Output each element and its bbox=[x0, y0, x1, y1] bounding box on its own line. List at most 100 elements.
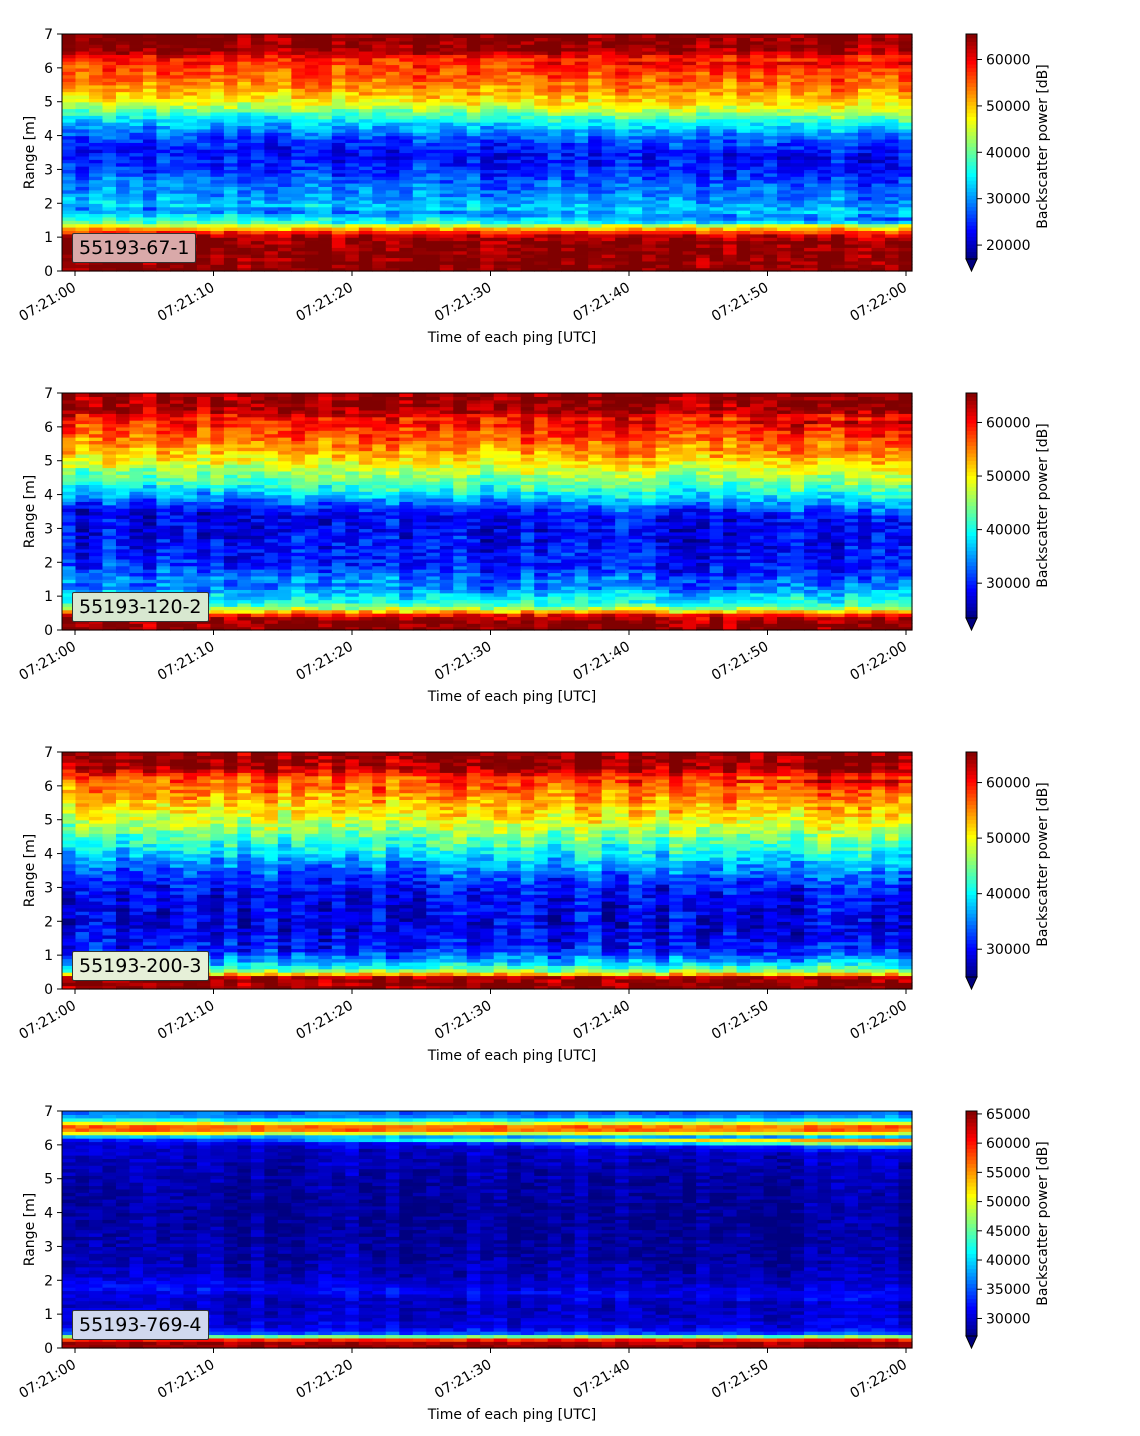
heatmap-cell bbox=[858, 203, 873, 208]
heatmap-cell bbox=[655, 169, 670, 174]
heatmap-cell bbox=[885, 105, 900, 110]
heatmap-cell bbox=[196, 260, 212, 265]
heatmap-cell bbox=[345, 179, 360, 184]
heatmap-cell bbox=[412, 108, 427, 113]
heatmap-cell bbox=[615, 159, 630, 164]
heatmap-cell bbox=[385, 132, 400, 137]
heatmap-cell bbox=[507, 213, 522, 218]
heatmap-cell bbox=[264, 40, 279, 45]
heatmap-cell bbox=[115, 78, 131, 82]
heatmap-cell bbox=[156, 142, 171, 147]
heatmap-cell bbox=[75, 423, 90, 428]
heatmap-cell bbox=[345, 61, 360, 66]
heatmap-cell bbox=[628, 98, 643, 103]
heatmap-cell bbox=[372, 111, 387, 116]
heatmap-cell bbox=[466, 81, 481, 86]
heatmap-cell bbox=[129, 535, 144, 540]
heatmap-cell bbox=[682, 223, 697, 228]
heatmap-cell bbox=[831, 240, 846, 245]
heatmap-cell bbox=[62, 609, 77, 614]
heatmap-cell bbox=[102, 98, 117, 103]
heatmap-cell bbox=[561, 186, 576, 191]
heatmap-cell bbox=[142, 34, 158, 38]
heatmap-cell bbox=[534, 145, 549, 150]
colorbar-segment bbox=[966, 37, 977, 42]
heatmap-cell bbox=[183, 267, 198, 272]
heatmap-cell bbox=[601, 88, 616, 93]
heatmap-cell bbox=[250, 257, 265, 262]
heatmap-cell bbox=[385, 105, 400, 110]
colorbar-segment bbox=[966, 195, 977, 200]
heatmap-cell bbox=[304, 206, 319, 211]
heatmap-cell bbox=[817, 111, 832, 116]
heatmap-cell bbox=[480, 132, 495, 137]
heatmap-cell bbox=[466, 149, 481, 154]
heatmap-cell bbox=[696, 172, 711, 177]
heatmap-cell bbox=[399, 98, 414, 103]
heatmap-cell bbox=[426, 115, 441, 120]
heatmap-cell bbox=[480, 233, 495, 238]
heatmap-cell bbox=[183, 98, 198, 103]
heatmap-cell bbox=[210, 81, 225, 86]
heatmap-cell bbox=[628, 199, 643, 204]
heatmap-cell bbox=[304, 78, 319, 82]
heatmap-cell bbox=[898, 166, 913, 171]
heatmap-cell bbox=[642, 250, 657, 255]
heatmap-cell bbox=[601, 155, 616, 160]
heatmap-cell bbox=[628, 132, 643, 137]
y-tick-label: 7 bbox=[44, 27, 53, 43]
colorbar-segment bbox=[966, 244, 977, 249]
heatmap-cell bbox=[115, 453, 131, 458]
heatmap-cell bbox=[264, 108, 279, 113]
heatmap-cell bbox=[723, 84, 738, 89]
heatmap-cell bbox=[763, 264, 778, 269]
heatmap-cell bbox=[439, 37, 454, 42]
heatmap-cell bbox=[547, 138, 562, 143]
heatmap-cell bbox=[318, 247, 333, 252]
heatmap-cell bbox=[601, 47, 616, 52]
heatmap-cell bbox=[169, 199, 185, 204]
heatmap-cell bbox=[736, 57, 751, 62]
heatmap-cell bbox=[129, 210, 144, 215]
heatmap-cell bbox=[75, 481, 90, 486]
heatmap-cell bbox=[129, 450, 144, 455]
heatmap-cell bbox=[804, 91, 819, 96]
heatmap-cell bbox=[88, 64, 104, 69]
heatmap-cell bbox=[534, 78, 549, 82]
heatmap-cell bbox=[493, 152, 508, 157]
heatmap-cell bbox=[142, 125, 158, 130]
heatmap-cell bbox=[88, 74, 104, 79]
heatmap-cell bbox=[574, 57, 589, 62]
heatmap-cell bbox=[75, 125, 90, 130]
heatmap-cell bbox=[493, 122, 508, 127]
heatmap-cell bbox=[88, 50, 104, 55]
heatmap-cell bbox=[790, 223, 805, 228]
heatmap-cell bbox=[331, 54, 346, 59]
heatmap-cell bbox=[183, 138, 198, 143]
heatmap-cell bbox=[75, 193, 90, 198]
heatmap-cell bbox=[777, 233, 792, 238]
heatmap-cell bbox=[696, 47, 711, 52]
heatmap-cell bbox=[453, 172, 468, 177]
heatmap-cell bbox=[196, 135, 212, 140]
heatmap-cell bbox=[804, 206, 819, 211]
heatmap-cell bbox=[588, 98, 603, 103]
heatmap-cell bbox=[723, 237, 738, 242]
heatmap-cell bbox=[885, 152, 900, 157]
heatmap-cell bbox=[534, 37, 549, 42]
heatmap-cell bbox=[871, 179, 886, 184]
heatmap-cell bbox=[655, 193, 670, 198]
heatmap-cell bbox=[264, 210, 279, 215]
heatmap-cell bbox=[237, 196, 252, 201]
heatmap-cell bbox=[520, 237, 535, 242]
heatmap-cell bbox=[574, 47, 589, 52]
heatmap-cell bbox=[615, 267, 630, 272]
heatmap-cell bbox=[426, 40, 441, 45]
heatmap-cell bbox=[210, 71, 225, 76]
heatmap-cell bbox=[291, 193, 306, 198]
heatmap-cell bbox=[453, 37, 468, 42]
heatmap-cell bbox=[898, 47, 913, 52]
heatmap-cell bbox=[358, 145, 373, 150]
heatmap-cell bbox=[466, 142, 481, 147]
heatmap-cell bbox=[169, 84, 185, 89]
